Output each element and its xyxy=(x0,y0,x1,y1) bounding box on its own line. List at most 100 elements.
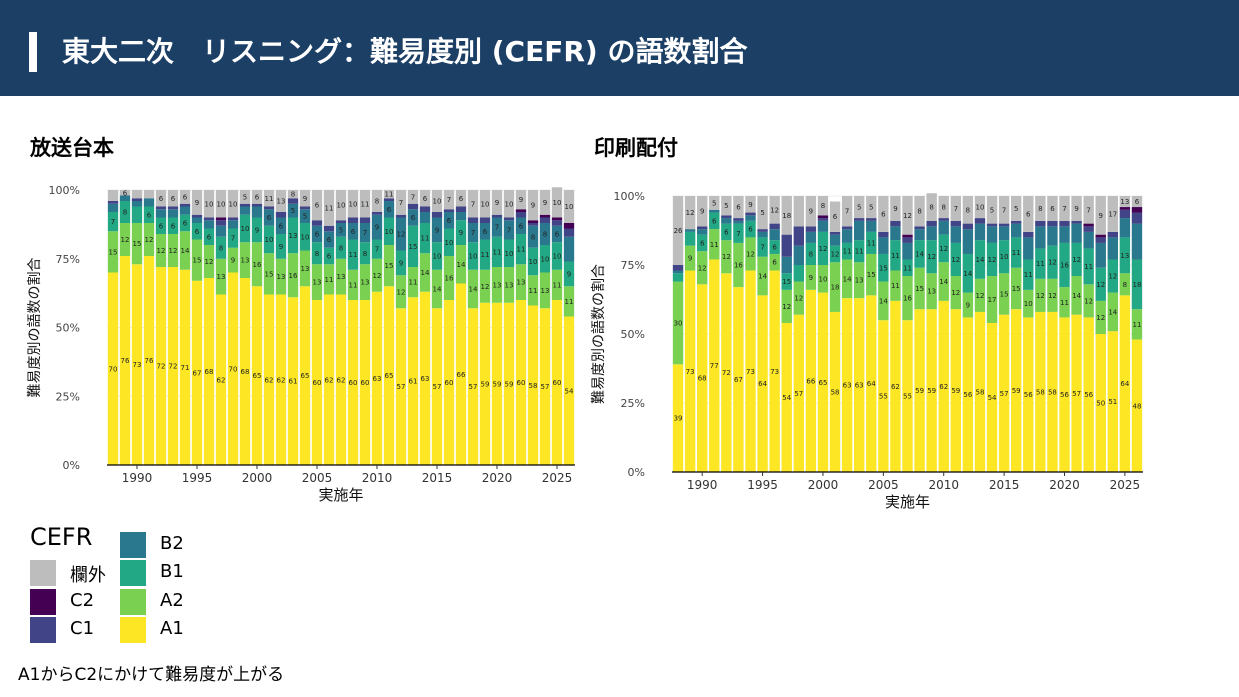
legend-swatch xyxy=(120,617,146,643)
bar-segment-a1 xyxy=(335,294,347,465)
bar-segment-c1 xyxy=(407,203,419,210)
data-label: 11 xyxy=(565,298,574,306)
data-label: 10 xyxy=(433,198,442,206)
bar-segment-a2 xyxy=(1059,287,1070,318)
data-label: 59 xyxy=(915,387,924,395)
bar-segment-b1 xyxy=(781,273,792,290)
data-label: 71 xyxy=(181,364,190,372)
data-label: 57 xyxy=(1072,390,1081,398)
data-label: 62 xyxy=(277,376,286,384)
data-label: 14 xyxy=(457,261,466,269)
bar-segment-out-of-list xyxy=(371,190,383,212)
data-label: 8 xyxy=(339,244,343,252)
bar-segment-c1 xyxy=(299,206,311,210)
data-label: 6 xyxy=(315,231,320,239)
bar-segment-a1 xyxy=(853,298,865,472)
bar-segment-c1 xyxy=(527,223,539,226)
data-label: 12 xyxy=(397,288,406,296)
bar-segment-a2 xyxy=(1083,284,1094,318)
bar-segment-c1 xyxy=(1095,237,1106,243)
bar-segment-b2 xyxy=(119,195,131,201)
x-tick-label: 2010 xyxy=(928,478,959,492)
bar-segment-out-of-list xyxy=(781,196,792,235)
data-label: 12 xyxy=(782,303,791,311)
bar-segment-b2 xyxy=(1107,237,1119,260)
bar-segment-b2 xyxy=(950,226,962,243)
data-label: 62 xyxy=(337,376,346,384)
bar-segment-c1 xyxy=(841,226,853,230)
bar-segment-a1 xyxy=(817,292,829,472)
data-label: 9 xyxy=(195,199,199,207)
data-label: 60 xyxy=(349,379,358,387)
bar-segment-a2 xyxy=(323,264,335,295)
bar-segment-b1 xyxy=(866,231,877,254)
header-accent-bar xyxy=(29,32,37,72)
bar-segment-out-of-list xyxy=(1059,196,1070,221)
bar-segment-a2 xyxy=(926,273,937,310)
bar-segment-out-of-list xyxy=(1023,196,1034,232)
data-label: 10 xyxy=(217,200,226,208)
data-label: 5 xyxy=(303,213,307,221)
bar-segment-a1 xyxy=(721,273,732,472)
data-label: 6 xyxy=(423,195,428,203)
bar-segment-a1 xyxy=(371,291,383,465)
data-label: 13 xyxy=(493,281,502,289)
bar-segment-b1 xyxy=(467,242,479,270)
data-label: 66 xyxy=(806,377,815,385)
bar-segment-a1 xyxy=(1035,311,1046,472)
bar-segment-a2 xyxy=(853,262,865,299)
bar-segment-a1 xyxy=(455,283,467,465)
chart-title-printed: 印刷配付 xyxy=(594,136,678,160)
bar-segment-b1 xyxy=(986,242,998,277)
bar-segment-a1 xyxy=(131,264,143,465)
data-label: 6 xyxy=(279,222,284,230)
x-tick-label: 1990 xyxy=(122,471,153,485)
data-label: 12 xyxy=(1096,314,1105,322)
data-label: 76 xyxy=(121,357,130,365)
bar-segment-a2 xyxy=(479,269,491,303)
bar-segment-b1 xyxy=(143,206,155,223)
bar-segment-a2 xyxy=(696,251,708,285)
bar-segment-b1 xyxy=(215,236,227,259)
bar-segment-out-of-list xyxy=(1095,196,1106,235)
bar-segment-out-of-list xyxy=(1047,196,1058,221)
data-label: 15 xyxy=(867,271,876,279)
bar-segment-b2 xyxy=(1035,226,1046,249)
bar-segment-b2 xyxy=(926,226,937,241)
data-label: 12 xyxy=(746,250,755,258)
bar-segment-a1 xyxy=(419,291,431,465)
data-label: 56 xyxy=(963,391,972,399)
bar-segment-a1 xyxy=(1023,317,1034,472)
bar-segment-a1 xyxy=(696,284,708,472)
data-label: 12 xyxy=(831,250,840,258)
bar-segment-c1 xyxy=(419,206,431,212)
x-axis-title: 実施年 xyxy=(318,486,363,504)
bar-segment-c1 xyxy=(829,231,841,235)
data-label: 6 xyxy=(555,231,560,239)
data-label: 8 xyxy=(1038,205,1042,213)
bar-segment-b1 xyxy=(902,259,913,277)
bar-segment-a1 xyxy=(191,280,203,465)
data-label: 12 xyxy=(481,283,490,291)
data-label: 8 xyxy=(375,198,379,206)
bar-segment-out-of-list xyxy=(215,190,227,218)
bar-segment-a2 xyxy=(263,253,275,295)
bar-segment-b2 xyxy=(793,245,805,265)
data-label: 6 xyxy=(351,228,356,236)
bar-segment-b1 xyxy=(119,201,131,223)
bar-segment-out-of-list xyxy=(793,196,805,227)
data-label: 10 xyxy=(505,250,514,258)
bar-segment-a2 xyxy=(841,259,853,299)
bar-segment-out-of-list xyxy=(829,201,841,232)
bar-segment-out-of-list xyxy=(467,190,479,218)
bar-segment-a2 xyxy=(347,269,359,300)
data-label: 6 xyxy=(207,233,212,241)
data-label: 67 xyxy=(193,369,202,377)
bar-segment-b2 xyxy=(203,220,215,229)
data-label: 11 xyxy=(385,191,394,199)
data-label: 60 xyxy=(517,379,526,387)
bar-segment-out-of-list xyxy=(515,190,527,210)
bar-segment-b2 xyxy=(383,201,395,218)
data-label: 10 xyxy=(349,200,358,208)
